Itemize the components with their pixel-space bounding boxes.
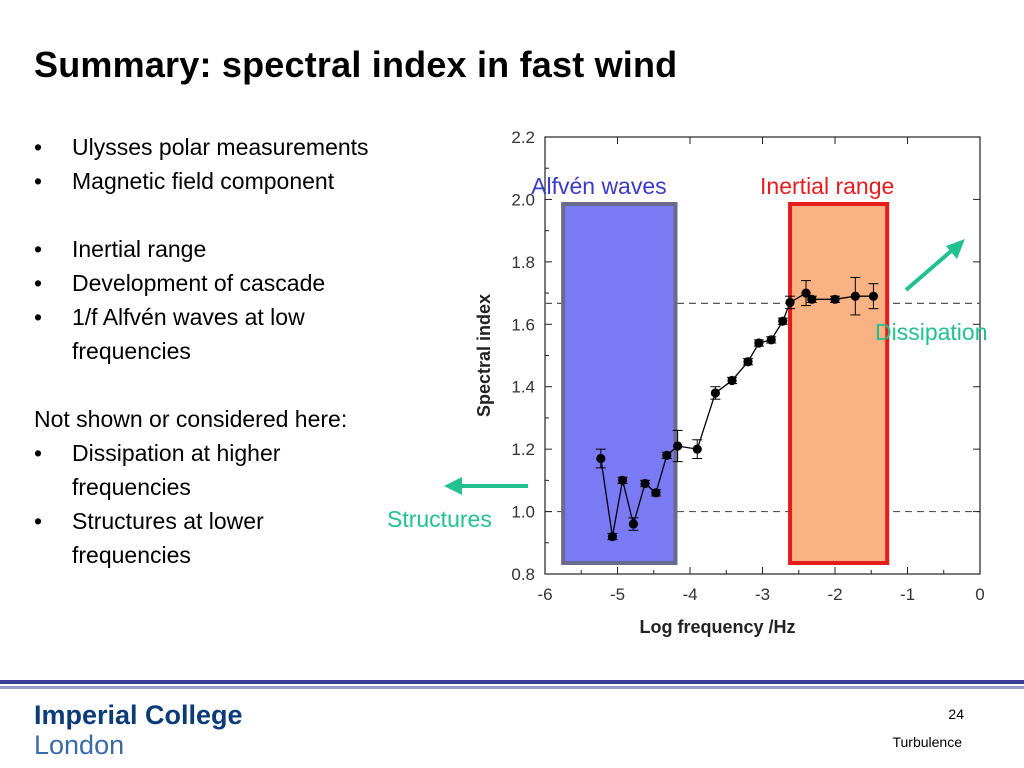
footer-rule-light bbox=[0, 686, 1024, 689]
bullet-list: • Ulysses polar measurements • Magnetic fi… bbox=[34, 130, 454, 572]
data-point bbox=[692, 444, 702, 454]
bullet-text: Structures at lower frequencies bbox=[72, 508, 264, 568]
data-point bbox=[662, 450, 672, 460]
data-point bbox=[651, 488, 661, 498]
y-tick-label: 2.0 bbox=[511, 190, 535, 209]
footer-rule bbox=[0, 680, 1024, 684]
data-point bbox=[673, 441, 683, 451]
bullet-symbol: • bbox=[34, 168, 43, 194]
bullet-symbol: • bbox=[34, 270, 43, 296]
x-tick-label: -1 bbox=[900, 585, 915, 604]
page-number: 24 bbox=[948, 706, 964, 722]
y-tick-label: 1.4 bbox=[511, 378, 535, 397]
bullet-symbol: • bbox=[34, 508, 43, 534]
imperial-college-logo: Imperial College London bbox=[34, 700, 243, 760]
data-point bbox=[628, 519, 639, 529]
footer-section: Turbulence bbox=[892, 734, 962, 750]
data-point bbox=[710, 388, 720, 398]
dissipation-arrow bbox=[904, 244, 959, 292]
bullet-item: • Magnetic field component bbox=[34, 164, 454, 198]
bullet-text: Dissipation at higher frequencies bbox=[72, 440, 281, 500]
bullet-text: Magnetic field component bbox=[72, 168, 335, 194]
data-point bbox=[607, 531, 618, 542]
bullet-item: • Dissipation at higher frequencies bbox=[34, 436, 372, 504]
not-shown-heading: Not shown or considered here: bbox=[34, 406, 348, 432]
data-point bbox=[868, 291, 879, 301]
bullet-symbol: • bbox=[34, 236, 43, 262]
dissipation-label: Dissipation bbox=[875, 319, 988, 345]
logo-line-1: Imperial College bbox=[34, 700, 243, 730]
bullet-symbol: • bbox=[34, 440, 43, 466]
bullet-item: • Structures at lower frequencies bbox=[34, 504, 372, 572]
y-tick-label: 1.0 bbox=[511, 503, 535, 522]
bullet-item: • Development of cascade bbox=[34, 266, 454, 300]
inertial-range-label: Inertial range bbox=[760, 173, 894, 199]
x-axis-label: Log frequency /Hz bbox=[639, 617, 795, 637]
alfven-waves-label: Alfvén waves bbox=[531, 173, 667, 199]
alfven-waves-region bbox=[561, 202, 678, 565]
data-point bbox=[754, 338, 764, 348]
y-tick-label: 1.2 bbox=[511, 440, 535, 459]
x-tick-label: -3 bbox=[755, 585, 770, 604]
x-tick-label: -2 bbox=[827, 585, 842, 604]
data-point bbox=[778, 316, 788, 326]
bullet-item: • Inertial range bbox=[34, 232, 454, 266]
data-point bbox=[727, 375, 737, 386]
data-point bbox=[743, 357, 753, 367]
y-tick-label: 1.6 bbox=[511, 315, 535, 334]
bullet-text: Inertial range bbox=[72, 236, 207, 262]
data-point bbox=[596, 453, 606, 464]
data-point bbox=[785, 297, 795, 308]
bullet-symbol: • bbox=[34, 134, 43, 160]
y-tick-label: 1.8 bbox=[511, 253, 535, 272]
logo-line-2: London bbox=[34, 730, 125, 760]
spectral-index-chart: Alfvén waves Inertial range -6 -5 -4 -3 -2 -1 0 0… bbox=[387, 128, 988, 637]
bullet-text: Ulysses polar measurements bbox=[72, 134, 369, 160]
structures-label: Structures bbox=[387, 506, 492, 532]
x-tick-label: -5 bbox=[610, 585, 625, 604]
data-point bbox=[617, 475, 628, 485]
x-tick-label: 0 bbox=[975, 585, 984, 604]
bullet-item: • Ulysses polar measurements bbox=[34, 130, 454, 164]
data-point bbox=[807, 294, 817, 304]
x-tick-label: -6 bbox=[537, 585, 552, 604]
y-axis-label: Spectral index bbox=[474, 294, 494, 417]
structures-arrowhead bbox=[444, 477, 462, 495]
bullet-text: Development of cascade bbox=[72, 270, 326, 296]
data-point bbox=[830, 294, 840, 304]
y-tick-label: 0.8 bbox=[511, 565, 535, 584]
slide-title: Summary: spectral index in fast wind bbox=[34, 44, 678, 85]
data-point bbox=[850, 291, 860, 301]
y-tick-label: 2.2 bbox=[511, 128, 535, 147]
bullet-text: 1/f Alfvén waves at low frequencies bbox=[72, 304, 305, 364]
data-point bbox=[801, 288, 811, 298]
bullet-symbol: • bbox=[34, 304, 43, 330]
data-point bbox=[640, 478, 650, 489]
bullet-item: • 1/f Alfvén waves at low frequencies bbox=[34, 300, 372, 368]
x-tick-label: -4 bbox=[682, 585, 697, 604]
data-point bbox=[766, 335, 776, 345]
inertial-range-region bbox=[788, 202, 890, 565]
dissipation-arrowhead bbox=[946, 239, 965, 259]
